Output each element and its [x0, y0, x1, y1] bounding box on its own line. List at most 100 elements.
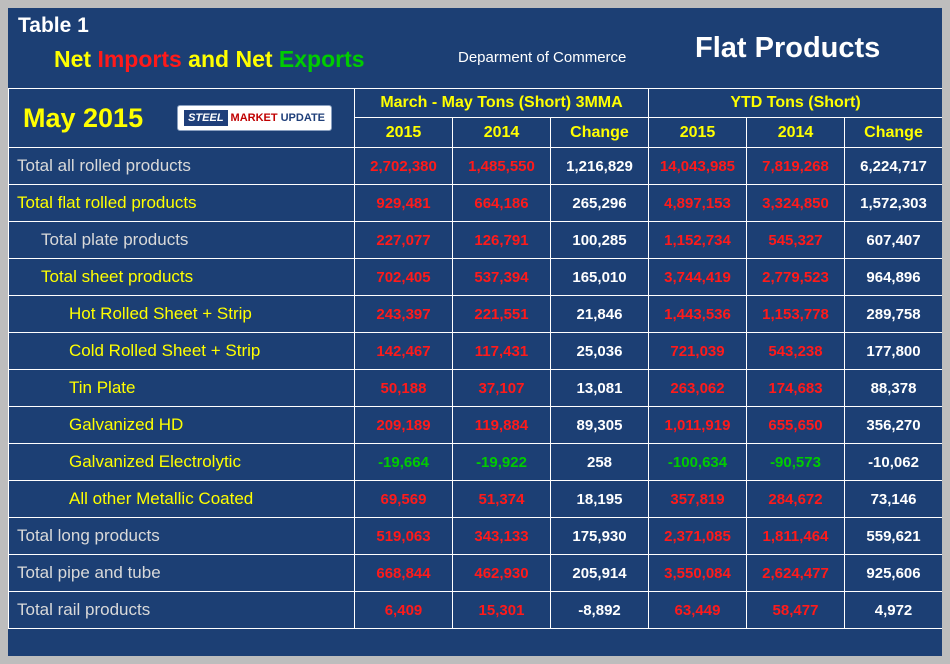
row-label: Hot Rolled Sheet + Strip	[8, 295, 355, 333]
tons-value-cell: 4,897,153	[648, 184, 747, 222]
column-group-3mma: March - May Tons (Short) 3MMA	[354, 88, 649, 118]
tons-value-cell: 284,672	[746, 480, 845, 518]
report-background: Table 1 Net Imports and Net Exports Depa…	[8, 8, 942, 656]
tons-value-cell: 357,819	[648, 480, 747, 518]
column-header-3mma-2015: 2015	[354, 117, 453, 148]
change-value-cell: 6,224,717	[843, 147, 942, 185]
tons-value-cell: 142,467	[354, 332, 453, 370]
change-value-cell: 607,407	[843, 221, 942, 259]
tons-value-cell: 3,744,419	[648, 258, 747, 296]
tons-value-cell: 2,702,380	[354, 147, 453, 185]
column-header-3mma-change: Change	[550, 117, 649, 148]
tons-value-cell: 543,238	[746, 332, 845, 370]
tons-value-cell: 14,043,985	[648, 147, 747, 185]
sub-header-row: 2015 2014 Change 2015 2014 Change	[9, 117, 942, 148]
tons-value-cell: 209,189	[354, 406, 453, 444]
tons-value-cell: -19,922	[452, 443, 551, 481]
change-value-cell: 265,296	[550, 184, 649, 222]
tons-value-cell: 243,397	[354, 295, 453, 333]
report-header: Table 1 Net Imports and Net Exports Depa…	[8, 8, 942, 88]
tons-value-cell: 668,844	[354, 554, 453, 592]
tons-value-cell: 664,186	[452, 184, 551, 222]
change-value-cell: 925,606	[843, 554, 942, 592]
tons-value-cell: 37,107	[452, 369, 551, 407]
change-value-cell: 89,305	[550, 406, 649, 444]
row-label: Total all rolled products	[8, 147, 355, 185]
tons-value-cell: 263,062	[648, 369, 747, 407]
logo-update-text: UPDATE	[280, 112, 326, 124]
tons-value-cell: 1,811,464	[746, 517, 845, 555]
row-label: Total rail products	[8, 591, 355, 629]
logo-market-text: MARKET	[230, 112, 278, 124]
row-label: Galvanized Electrolytic	[8, 443, 355, 481]
change-value-cell: 1,216,829	[550, 147, 649, 185]
tons-value-cell: 1,011,919	[648, 406, 747, 444]
tons-value-cell: 6,409	[354, 591, 453, 629]
tons-value-cell: -100,634	[648, 443, 747, 481]
table-row: Total sheet products 702,405 537,394 165,01…	[8, 258, 942, 296]
change-value-cell: 289,758	[843, 295, 942, 333]
change-value-cell: 21,846	[550, 295, 649, 333]
tons-value-cell: 58,477	[746, 591, 845, 629]
change-value-cell: 205,914	[550, 554, 649, 592]
report-month: May 2015	[23, 102, 144, 133]
tons-value-cell: 221,551	[452, 295, 551, 333]
table-row: Total long products 519,063 343,133 175,930…	[8, 517, 942, 555]
product-title: Flat Products	[695, 32, 881, 64]
change-value-cell: 175,930	[550, 517, 649, 555]
net-imports-exports-table: May 2015 STEEL MARKET UPDATE March - May…	[8, 88, 942, 629]
change-value-cell: 356,270	[843, 406, 942, 444]
tons-value-cell: 702,405	[354, 258, 453, 296]
row-label: Total flat rolled products	[8, 184, 355, 222]
row-label: Galvanized HD	[8, 406, 355, 444]
column-header-3mma-2014: 2014	[452, 117, 551, 148]
change-value-cell: 964,896	[843, 258, 942, 296]
change-value-cell: 88,378	[843, 369, 942, 407]
change-value-cell: 73,146	[843, 480, 942, 518]
tons-value-cell: 721,039	[648, 332, 747, 370]
department-label: Deparment of Commerce	[458, 49, 627, 66]
group-header-row: May 2015 STEEL MARKET UPDATE March - May…	[8, 88, 942, 148]
tons-value-cell: 119,884	[452, 406, 551, 444]
table-row: Total pipe and tube 668,844 462,930 205,914…	[8, 554, 942, 592]
tons-value-cell: 2,371,085	[648, 517, 747, 555]
tons-value-cell: 1,152,734	[648, 221, 747, 259]
row-label: Total long products	[8, 517, 355, 555]
tons-value-cell: 2,779,523	[746, 258, 845, 296]
change-value-cell: 559,621	[843, 517, 942, 555]
change-value-cell: -8,892	[550, 591, 649, 629]
column-header-ytd-2015: 2015	[648, 117, 747, 148]
row-label: Total pipe and tube	[8, 554, 355, 592]
tons-value-cell: 63,449	[648, 591, 747, 629]
table-row: Galvanized Electrolytic -19,664 -19,922 258…	[8, 443, 942, 481]
tons-value-cell: 7,819,268	[746, 147, 845, 185]
row-label: Total sheet products	[8, 258, 355, 296]
tons-value-cell: 126,791	[452, 221, 551, 259]
change-value-cell: 18,195	[550, 480, 649, 518]
table-row: Tin Plate 50,188 37,107 13,081 263,062 174,68…	[8, 369, 942, 407]
tons-value-cell: -19,664	[354, 443, 453, 481]
report-title-part: and Net	[181, 46, 279, 72]
corner-content: May 2015 STEEL MARKET UPDATE	[10, 102, 354, 134]
tons-value-cell: 1,443,536	[648, 295, 747, 333]
tons-value-cell: 1,153,778	[746, 295, 845, 333]
change-value-cell: 177,800	[843, 332, 942, 370]
tons-value-cell: 117,431	[452, 332, 551, 370]
row-label: Tin Plate	[8, 369, 355, 407]
row-label: Cold Rolled Sheet + Strip	[8, 332, 355, 370]
table-row: All other Metallic Coated 69,569 51,374 18,…	[8, 480, 942, 518]
table-row: Cold Rolled Sheet + Strip 142,467 117,431 2…	[8, 332, 942, 370]
change-value-cell: 165,010	[550, 258, 649, 296]
table-row: Galvanized HD 209,189 119,884 89,305 1,011,9…	[8, 406, 942, 444]
tons-value-cell: 655,650	[746, 406, 845, 444]
table-row: Total all rolled products 2,702,380 1,485,…	[8, 147, 942, 185]
tons-value-cell: 537,394	[452, 258, 551, 296]
change-value-cell: 100,285	[550, 221, 649, 259]
column-group-ytd: YTD Tons (Short)	[647, 88, 942, 118]
corner-cell: May 2015 STEEL MARKET UPDATE	[8, 88, 355, 148]
table-row: Total plate products 227,077 126,791 100,28…	[8, 221, 942, 259]
tons-value-cell: 174,683	[746, 369, 845, 407]
tons-value-cell: 227,077	[354, 221, 453, 259]
table-row: Hot Rolled Sheet + Strip 243,397 221,551 21…	[8, 295, 942, 333]
